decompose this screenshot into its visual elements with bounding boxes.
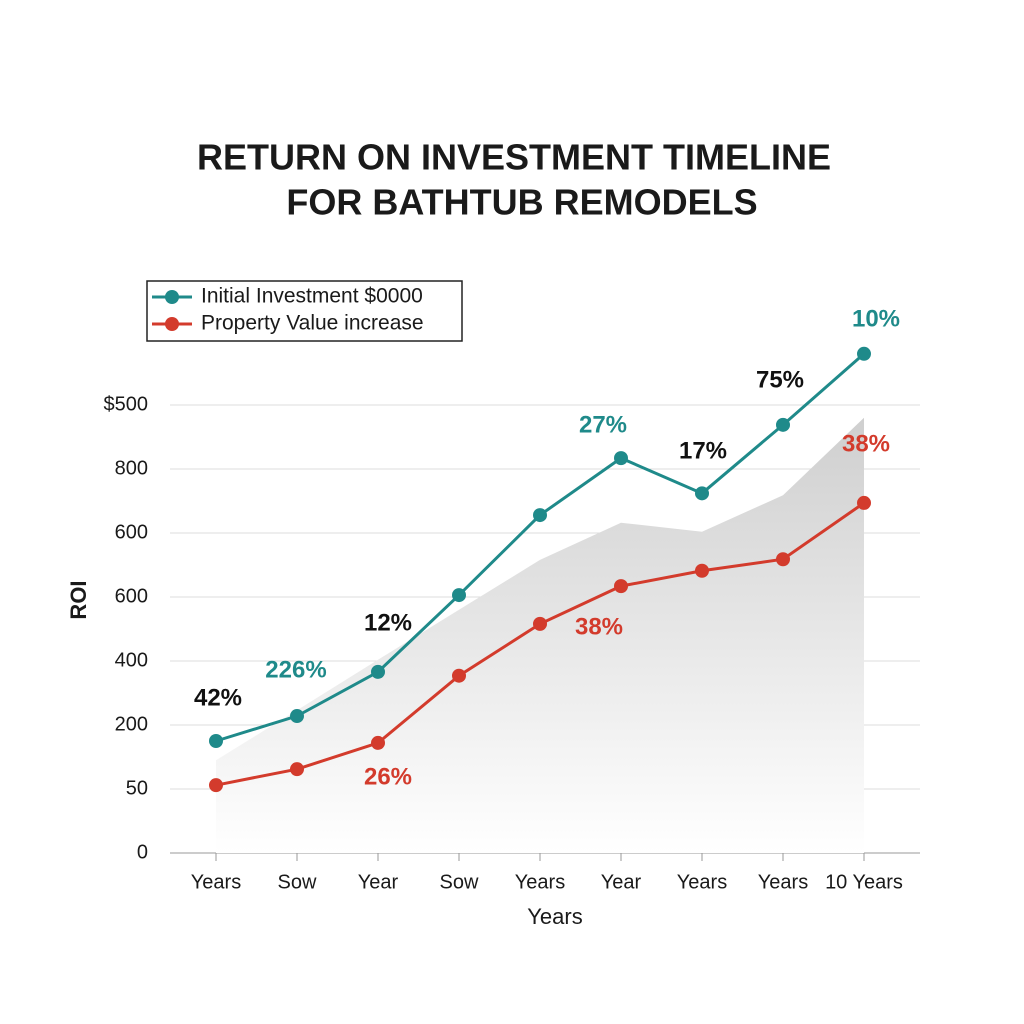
point (533, 508, 547, 523)
point (209, 778, 223, 793)
x-tick-label: 10 Years (825, 871, 903, 893)
point (452, 668, 466, 683)
point (209, 734, 223, 748)
x-tick-label: Years (758, 871, 808, 893)
y-axis-label: ROI (66, 580, 91, 619)
x-tick-label: Year (601, 871, 642, 893)
y-tick-label: 400 (115, 649, 148, 671)
annotation: 226% (265, 656, 326, 683)
legend-label: Property Value increase (201, 312, 424, 335)
annotation: 38% (842, 430, 890, 457)
x-tick-label: Years (677, 871, 727, 893)
point (695, 563, 709, 578)
y-tick-label: 600 (115, 521, 148, 543)
annotation: 27% (579, 411, 627, 438)
chart-title: RETURN ON INVESTMENT TIMELINE (197, 137, 831, 178)
point (452, 588, 466, 603)
legend-box (146, 280, 463, 342)
point (614, 579, 628, 594)
x-tick-label: Years (191, 871, 241, 893)
y-tick-label: 0 (137, 841, 148, 863)
annotation: 17% (679, 437, 727, 464)
x-axis-label: Years (527, 904, 582, 929)
legend-label: Initial Investment $0000 (201, 285, 423, 308)
point (857, 495, 871, 510)
chart-title: FOR BATHTUB REMODELS (286, 182, 757, 223)
x-tick-label: Years (515, 871, 565, 893)
point (614, 451, 628, 466)
point (290, 762, 304, 777)
point (371, 664, 385, 679)
annotation: 42% (194, 684, 242, 711)
annotation: 26% (364, 763, 412, 790)
point (776, 417, 790, 432)
legend: Initial Investment $0000 Property Value i… (146, 280, 463, 342)
x-tick-label: Year (358, 871, 399, 893)
legend-marker (165, 317, 179, 331)
y-tick-label: 800 (115, 457, 148, 479)
annotation: 12% (364, 609, 412, 636)
y-tick-label: 50 (126, 777, 148, 799)
y-tick-label: 600 (115, 585, 148, 607)
annotation: 38% (575, 613, 623, 640)
point (533, 616, 547, 631)
point (857, 346, 871, 361)
x-tick-label: Sow (278, 871, 317, 893)
annotation: 10% (852, 305, 900, 332)
point (776, 552, 790, 567)
annotation: 75% (756, 366, 804, 393)
y-tick-label: 200 (115, 713, 148, 735)
y-tick-label: $500 (104, 393, 149, 415)
x-tick-label: Sow (440, 871, 479, 893)
plot: 42% 226% 12% 27% 17% 75% 10% 38% 38% 26% (194, 305, 900, 853)
point (371, 735, 385, 750)
point (695, 486, 709, 501)
legend-marker (165, 290, 179, 304)
point (290, 709, 304, 724)
area (216, 417, 864, 853)
